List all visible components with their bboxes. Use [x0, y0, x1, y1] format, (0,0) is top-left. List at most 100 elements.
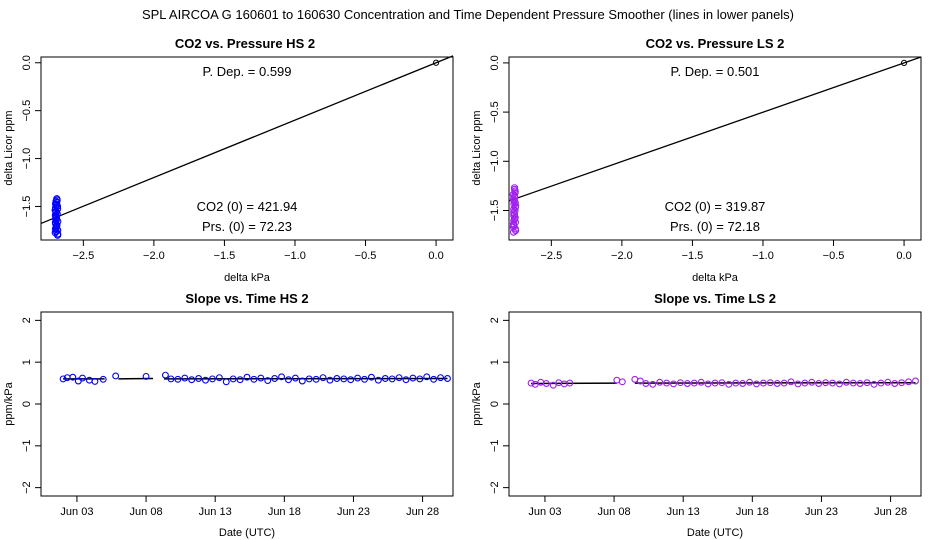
figure-title: SPL AIRCOA G 160601 to 160630 Concentrat… [142, 7, 794, 22]
data-point [842, 378, 850, 386]
data-point [416, 375, 424, 383]
y-tick-label: −2 [489, 481, 501, 494]
y-tick-label: −0.5 [489, 101, 501, 123]
data-point [340, 375, 348, 383]
x-tick-label: −1.5 [214, 250, 236, 262]
x-tick-label: −0.5 [823, 250, 845, 262]
data-point [683, 380, 691, 387]
data-point [636, 377, 644, 385]
data-point [347, 376, 355, 384]
data-point [430, 375, 438, 383]
data-point [250, 375, 258, 383]
x-tick-label: 0.0 [428, 250, 443, 262]
plot-frame [508, 56, 922, 241]
x-tick-label: Jun 03 [60, 506, 93, 518]
panel-title: CO2 vs. Pressure LS 2 [646, 36, 785, 51]
data-point [542, 380, 550, 387]
data-point [298, 377, 306, 385]
panel-ls-pressure: CO2 vs. Pressure LS 2 delta kPa delta Li… [471, 36, 922, 284]
data-point [510, 184, 519, 192]
data-point [753, 380, 760, 388]
data-point [849, 379, 857, 387]
x-axis-label: delta kPa [692, 272, 739, 284]
data-point [510, 208, 518, 217]
data-point [631, 375, 639, 383]
x-tick-label: −2.5 [540, 250, 562, 262]
data-point [773, 380, 781, 387]
data-point [815, 380, 823, 387]
y-tick-label: 1 [21, 359, 33, 365]
data-point [676, 379, 684, 387]
data-point [801, 379, 809, 387]
data-point [649, 380, 657, 388]
x-tick-label: Jun 18 [268, 506, 301, 518]
data-point [509, 220, 518, 228]
data-point [511, 202, 520, 210]
y-tick-label: −2 [21, 481, 33, 494]
y-tick-label: 2 [21, 317, 33, 323]
data-point [53, 195, 61, 203]
y-tick-label: 0.0 [21, 55, 33, 70]
x-tick-label: Jun 03 [528, 506, 561, 518]
data-point [905, 378, 913, 386]
panel-hs-pressure: CO2 vs. Pressure HS 2 delta kPa delta Li… [3, 36, 454, 284]
x-tick-label: −1.0 [284, 250, 306, 262]
data-point [381, 375, 389, 382]
data-point [704, 380, 712, 388]
x-axis-label: Date (UTC) [687, 527, 743, 539]
data-point [85, 376, 93, 384]
data-point [91, 377, 99, 385]
data-point [794, 380, 802, 388]
data-point [808, 378, 816, 386]
data-point [870, 380, 878, 388]
co2-zero-annotation: CO2 (0) = 421.94 [197, 199, 298, 214]
data-point [208, 375, 216, 383]
x-tick-label: Jun 13 [199, 506, 232, 518]
data-point [291, 374, 299, 382]
y-tick-label: −0.5 [21, 100, 33, 122]
data-point [746, 378, 754, 386]
data-point [912, 377, 919, 385]
data-point [333, 375, 341, 382]
zero-point [432, 59, 440, 66]
data-point [537, 378, 545, 386]
panel-title: CO2 vs. Pressure HS 2 [175, 36, 315, 51]
data-point [835, 380, 843, 388]
plot-frame [40, 311, 454, 497]
data-point [59, 375, 67, 383]
y-axis-label: ppm/kPa [471, 381, 483, 425]
p-dep-annotation: P. Dep. = 0.501 [670, 64, 759, 79]
data-point [99, 375, 107, 383]
data-point [697, 378, 705, 386]
data-point [222, 378, 230, 386]
data-point [863, 379, 871, 387]
data-point [780, 379, 788, 387]
data-point [319, 374, 327, 382]
data-point [79, 374, 86, 382]
x-axis-label: Date (UTC) [219, 527, 275, 539]
fit-line [40, 55, 454, 225]
y-tick-label: −1.0 [21, 148, 33, 170]
co2-zero-annotation: CO2 (0) = 319.87 [665, 199, 766, 214]
data-point [856, 380, 864, 387]
y-tick-label: −1 [489, 440, 501, 453]
data-point [257, 374, 265, 382]
data-point [884, 378, 892, 386]
y-axis-label: delta Licor ppm [471, 110, 483, 185]
y-tick-label: −1.5 [489, 200, 501, 222]
x-tick-label: 0.0 [896, 250, 911, 262]
data-point [566, 379, 574, 387]
data-point [374, 376, 382, 384]
data-point [766, 379, 774, 387]
data-point [181, 374, 189, 382]
x-tick-label: −1.0 [752, 250, 774, 262]
y-tick-label: 0 [489, 401, 501, 407]
data-point [787, 378, 795, 386]
data-point [527, 379, 535, 387]
data-point [367, 373, 375, 381]
plot-frame [40, 56, 454, 241]
y-tick-label: −1.5 [21, 196, 33, 218]
y-tick-label: 1 [489, 359, 501, 365]
x-tick-label: −2.5 [72, 250, 94, 262]
